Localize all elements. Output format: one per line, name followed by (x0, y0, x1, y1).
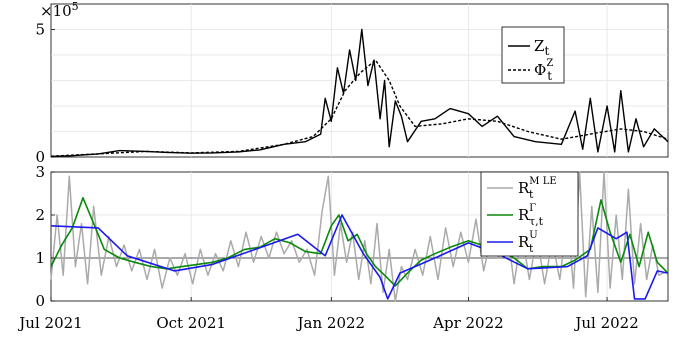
legend-label-sub: t (544, 44, 549, 58)
top-series (50, 28, 669, 158)
y-tick-label: 3 (35, 163, 45, 181)
legend-label-sub: t (547, 69, 552, 83)
x-tick-label: Jul 2021 (17, 314, 82, 332)
y-exponent-label: ×105 (40, 0, 79, 20)
legend-label-sup: U (529, 230, 537, 241)
legend-label-sub: τ,t (529, 215, 544, 228)
legend-label: ΦZ t (534, 58, 553, 83)
series-line-r-u (50, 214, 669, 300)
series-line-z (50, 28, 669, 158)
bottom-y-ticks: 0 1 2 3 (35, 163, 55, 310)
top-grid (51, 4, 668, 157)
y-tick-label: 0 (35, 148, 45, 166)
y-tick-label: 1 (35, 249, 45, 267)
y-tick-label: 0 (35, 292, 45, 310)
bottom-plot-area (50, 171, 669, 302)
legend-label-sup: M LE (529, 176, 556, 187)
x-tick-label: Jan 2022 (296, 314, 366, 332)
legend-label-sub: t (529, 188, 534, 201)
y-exponent-power: 5 (72, 0, 79, 13)
legend-label-sub: t (529, 242, 534, 255)
y-tick-label: 2 (35, 206, 45, 224)
y-tick-label: 5 (35, 21, 45, 39)
legend-box (501, 26, 565, 84)
legend-label: RU t (518, 230, 538, 255)
series-line-phi (50, 59, 669, 157)
top-y-exponent: ×105 (40, 0, 79, 20)
x-tick-label: Apr 2022 (432, 314, 504, 332)
x-tick-label: Oct 2021 (156, 314, 226, 332)
x-ticks: Jul 2021 Oct 2021 Jan 2022 Apr 2022 Jul 2022 (17, 297, 639, 332)
legend-label-sup: Z (546, 58, 553, 69)
top-y-ticks: 05 (35, 21, 55, 166)
bottom-legend: RM LE tRΓ τ,tRU t (480, 171, 579, 257)
legend-label-sup: Γ (529, 203, 536, 214)
x-tick-label: Jul 2022 (573, 314, 638, 332)
